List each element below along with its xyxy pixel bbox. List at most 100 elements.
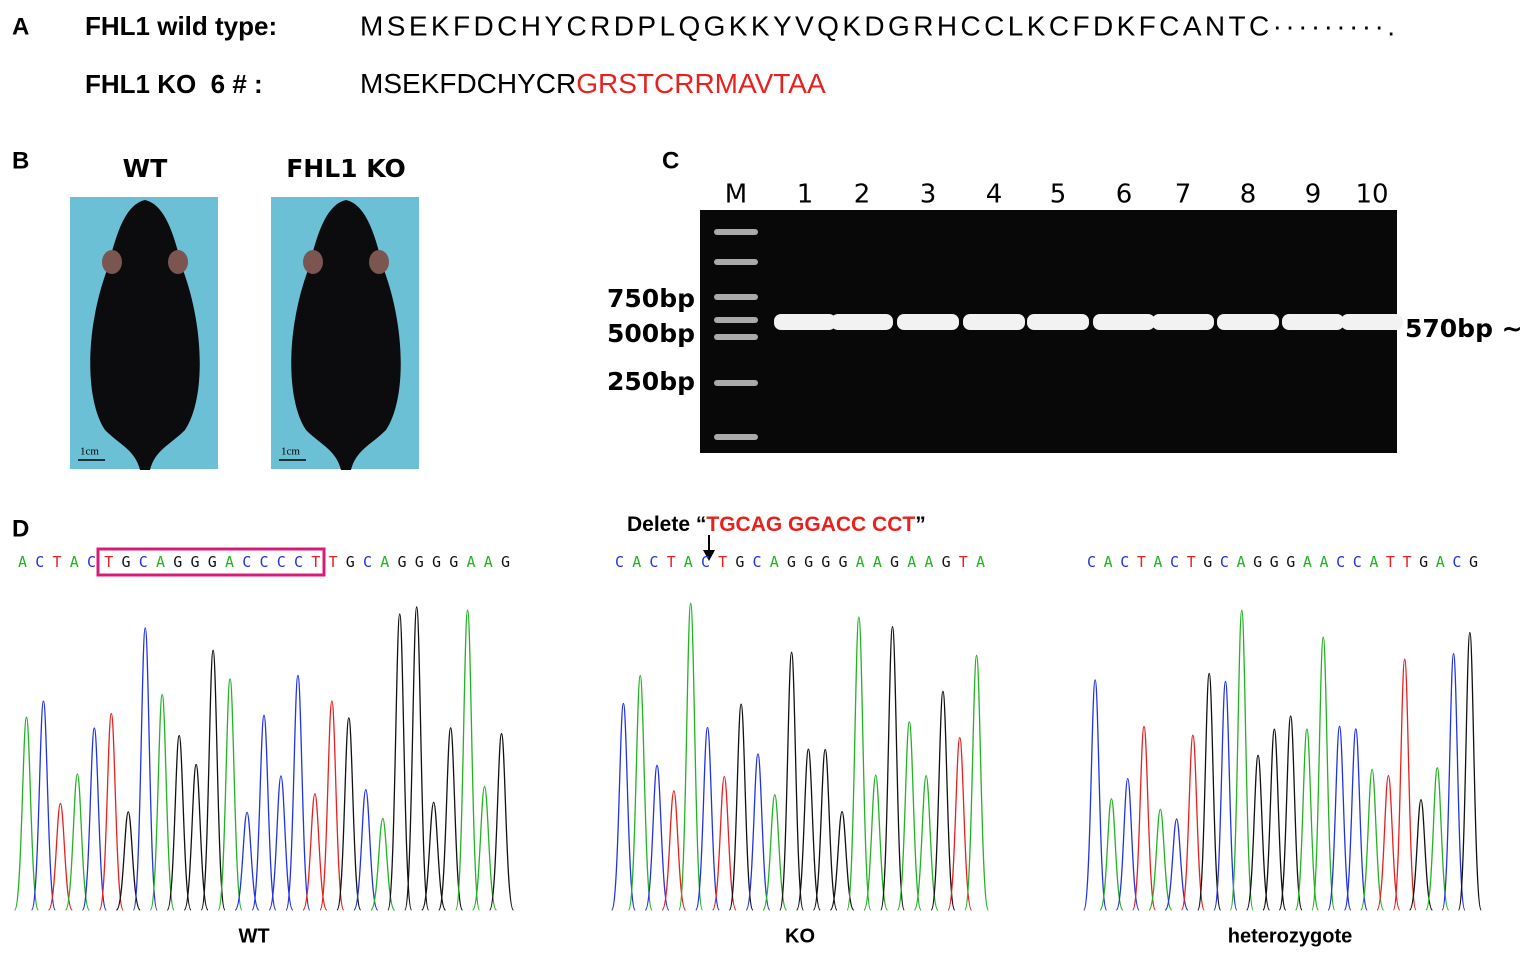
peak xyxy=(796,748,821,911)
peak xyxy=(1164,818,1189,911)
wild-type-name: FHL1 wild type: xyxy=(85,11,277,41)
peak xyxy=(678,602,704,911)
peak xyxy=(251,714,277,911)
peak xyxy=(1229,609,1254,911)
peak xyxy=(1327,725,1352,911)
highlight-box xyxy=(96,547,326,577)
peak xyxy=(30,700,56,911)
lane-label: 6 xyxy=(1116,180,1133,210)
peak xyxy=(285,674,311,911)
peak xyxy=(489,732,515,911)
base: C xyxy=(1452,553,1461,571)
base: A xyxy=(1320,553,1329,571)
peak xyxy=(627,674,653,911)
base: C xyxy=(649,553,658,571)
band xyxy=(897,314,959,330)
base: A xyxy=(976,553,985,571)
peak xyxy=(234,811,260,911)
panel-label: C xyxy=(662,147,679,174)
wild-type-sequence: MSEKFDCHYCRDPLQGKKYVQKDGRHCCLKCFDKFCANTC… xyxy=(360,10,1395,41)
base: T xyxy=(959,553,968,571)
base: G xyxy=(787,553,796,571)
base: A xyxy=(1369,553,1378,571)
peak xyxy=(1425,767,1450,911)
base: G xyxy=(821,553,830,571)
gel-lanes: M 1 2 3 4 5 6 7 8 9 10 750bp 500bp 250bp xyxy=(607,180,1403,440)
base: G xyxy=(1270,553,1279,571)
peak xyxy=(1408,799,1434,911)
peak xyxy=(644,764,670,911)
ladder-band xyxy=(714,434,758,440)
lane-label: 5 xyxy=(1050,180,1067,210)
base: A xyxy=(924,553,933,571)
base: A xyxy=(632,553,641,571)
peak xyxy=(455,609,481,911)
base: G xyxy=(1469,553,1478,571)
base: A xyxy=(70,553,79,571)
base: C xyxy=(139,553,148,571)
lane-label: 8 xyxy=(1240,180,1257,210)
base: C xyxy=(1170,553,1179,571)
peak xyxy=(98,712,124,911)
gel xyxy=(700,210,1397,453)
peak xyxy=(336,717,362,911)
ear xyxy=(303,250,323,274)
base: T xyxy=(104,553,113,571)
lane-label: 7 xyxy=(1175,180,1192,210)
base: A xyxy=(856,553,865,571)
base: C xyxy=(35,553,44,571)
peak xyxy=(421,801,447,911)
base: G xyxy=(449,553,458,571)
peak xyxy=(64,773,90,911)
base: T xyxy=(1137,553,1146,571)
peak xyxy=(728,703,754,911)
peak xyxy=(880,625,905,911)
base: T xyxy=(52,553,61,571)
peak xyxy=(302,793,328,911)
peak xyxy=(745,753,771,911)
trace-caption: WT xyxy=(238,925,269,947)
peak xyxy=(930,690,956,911)
base: C xyxy=(753,553,762,571)
peak xyxy=(1392,658,1417,911)
base: C xyxy=(242,553,251,571)
peak xyxy=(964,654,989,911)
delete-bases: TGCAG GGACC CCT xyxy=(706,513,915,536)
ladder-band xyxy=(714,334,758,340)
band xyxy=(831,314,893,330)
peak xyxy=(1360,768,1385,911)
peak xyxy=(1441,653,1466,911)
peak xyxy=(1246,754,1271,911)
base: G xyxy=(942,553,951,571)
ear xyxy=(369,250,389,274)
base: G xyxy=(1286,553,1295,571)
base: T xyxy=(311,553,320,571)
base: C xyxy=(87,553,96,571)
base: C xyxy=(1220,553,1229,571)
panel-label: D xyxy=(12,515,29,542)
base: C xyxy=(259,553,268,571)
base: A xyxy=(770,553,779,571)
peak xyxy=(115,811,141,911)
base: A xyxy=(1104,553,1113,571)
base: G xyxy=(735,553,744,571)
base: G xyxy=(1203,553,1212,571)
base: A xyxy=(466,553,475,571)
base: A xyxy=(18,553,27,571)
peak xyxy=(711,775,737,911)
peak xyxy=(472,785,498,911)
photos: WT 1cm FHL1 KO 1cm xyxy=(70,154,419,470)
base: A xyxy=(484,553,493,571)
peak xyxy=(1213,680,1238,911)
peak xyxy=(200,649,226,911)
peak xyxy=(1311,636,1336,911)
base: G xyxy=(346,553,355,571)
peak xyxy=(829,811,855,911)
band xyxy=(1282,314,1344,330)
peak xyxy=(896,721,922,911)
peak xyxy=(81,727,107,911)
lane-label: 3 xyxy=(920,180,937,210)
